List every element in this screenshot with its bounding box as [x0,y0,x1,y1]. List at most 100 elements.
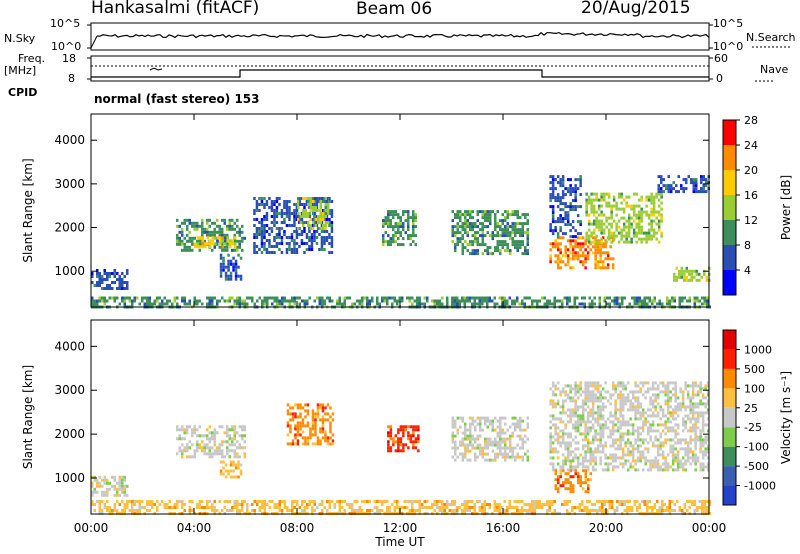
y-tick-label: 1000 [54,471,85,485]
colorbar-frame [722,329,737,506]
data-region [219,253,243,281]
y-tick-label: 4000 [54,339,85,353]
colorbar-tick-label: 24 [744,139,758,152]
colorbar-segment [723,220,736,245]
power-panel: 1000 2000 3000 4000 Slant Range [km] 4 8 12 16 20… [21,113,793,309]
colorbar-segment [723,368,736,389]
data-region [554,469,592,494]
colorbar-tick-label: 28 [744,114,758,127]
colorbar-segment [723,120,736,145]
cpid-label: CPID [8,86,38,99]
freq-trace [91,69,709,78]
colorbar-segment [723,330,736,350]
nsky-start-edge [90,35,98,49]
colorbar-frame [722,119,737,296]
colorbar-segment [723,145,736,170]
colorbar-segment [723,195,736,220]
station-title: Hankasalmi (fitACF) [91,0,260,18]
colorbar-segment [723,427,736,447]
nsearch-label: N.Search [746,31,796,44]
colorbar-tick-label: 500 [744,363,765,376]
colorbar-segment [723,388,736,408]
data-region [286,403,335,446]
data-region [549,381,710,472]
data-region [549,236,615,270]
colorbar-segment [723,270,736,295]
nave-tick-top: 60 [714,52,728,65]
nsky-tick-bottom: 10^0 [51,40,82,53]
y-tick-label: 4000 [54,133,85,147]
y-axis-label: Slant Range [km] [21,365,35,469]
freq-tick-top: 18 [62,52,76,65]
nsearch-tick-top: 10^5 [713,17,744,30]
x-tick-label: 00:00 [74,521,109,535]
data-region [91,475,129,497]
data-region [91,500,711,515]
colorbar-tick-label: 25 [744,402,758,415]
y-axis-label: Slant Range [km] [21,158,35,262]
colorbar-tick-label: 100 [744,382,765,395]
colorbar-tick-label: -25 [744,421,762,434]
y-tick-label: 3000 [54,177,85,191]
colorbar-tick-label: 4 [744,264,751,277]
data-region [673,266,711,282]
freq-panel-frame [90,55,710,82]
y-tick-label: 2000 [54,221,85,235]
colorbar-segment [723,446,736,467]
colorbar-segment [723,466,736,486]
colorbar-tick-label: -1000 [744,480,776,493]
y-tick-label: 3000 [54,383,85,397]
nsearch-tick-bottom: 10^0 [713,40,744,53]
data-region [549,175,582,239]
nave-label: Nave [760,63,789,76]
top-panels [87,22,790,82]
x-tick-label: 00:00 [692,521,727,535]
colorbar-segment [723,485,736,505]
x-tick-label: 08:00 [280,521,315,535]
date-title: 20/Aug/2015 [581,0,691,18]
colorbar-tick-label: 12 [744,214,758,227]
colorbar-segment [723,407,736,428]
colorbar-segment [723,170,736,195]
x-tick-label: 20:00 [589,521,624,535]
data-region [297,197,330,230]
nsky-label: N.Sky [4,32,36,45]
nsky-trace [96,31,710,39]
data-region [91,269,129,290]
beam-title: Beam 06 [356,0,433,19]
colorbar-label: Power [dB] [779,175,793,240]
data-region [451,210,529,256]
cpid-text: normal (fast stereo) 153 [94,92,260,106]
x-tick-label: 16:00 [486,521,521,535]
y-tick-label: 1000 [54,264,85,278]
data-region [176,425,246,459]
nsky-tick-top: 10^5 [50,17,81,30]
data-region [194,236,237,249]
colorbar-segment [723,349,736,369]
nave-tick-bottom: 0 [716,72,723,85]
data-region [387,425,420,453]
colorbar-tick-label: 16 [744,189,758,202]
data-region [585,192,663,244]
colorbar-tick-label: -100 [744,441,769,454]
nsky-panel-frame [90,22,710,51]
freq-tick-bottom: 8 [68,72,75,85]
colorbar-tick-label: 8 [744,239,751,252]
data-region [382,210,417,247]
colorbar-label: Velocity [m s⁻¹] [779,371,793,464]
freq-label-1: Freq. [18,52,46,65]
data-region [219,460,243,479]
y-tick-label: 2000 [54,427,85,441]
velocity-panel: 1000 2000 3000 4000 00:00 04:00 08:00 12:00 16:0… [21,319,793,549]
colorbar-tick-label: 20 [744,164,758,177]
freq-label-2: [MHz] [4,64,37,77]
x-axis-label: Time UT [374,535,425,549]
data-region [451,416,529,462]
nave-dip [149,67,163,71]
x-tick-label: 04:00 [177,521,212,535]
x-tick-label: 12:00 [383,521,418,535]
colorbar-segment [723,245,736,270]
colorbar-tick-label: 1000 [744,343,772,356]
data-region [657,175,710,194]
